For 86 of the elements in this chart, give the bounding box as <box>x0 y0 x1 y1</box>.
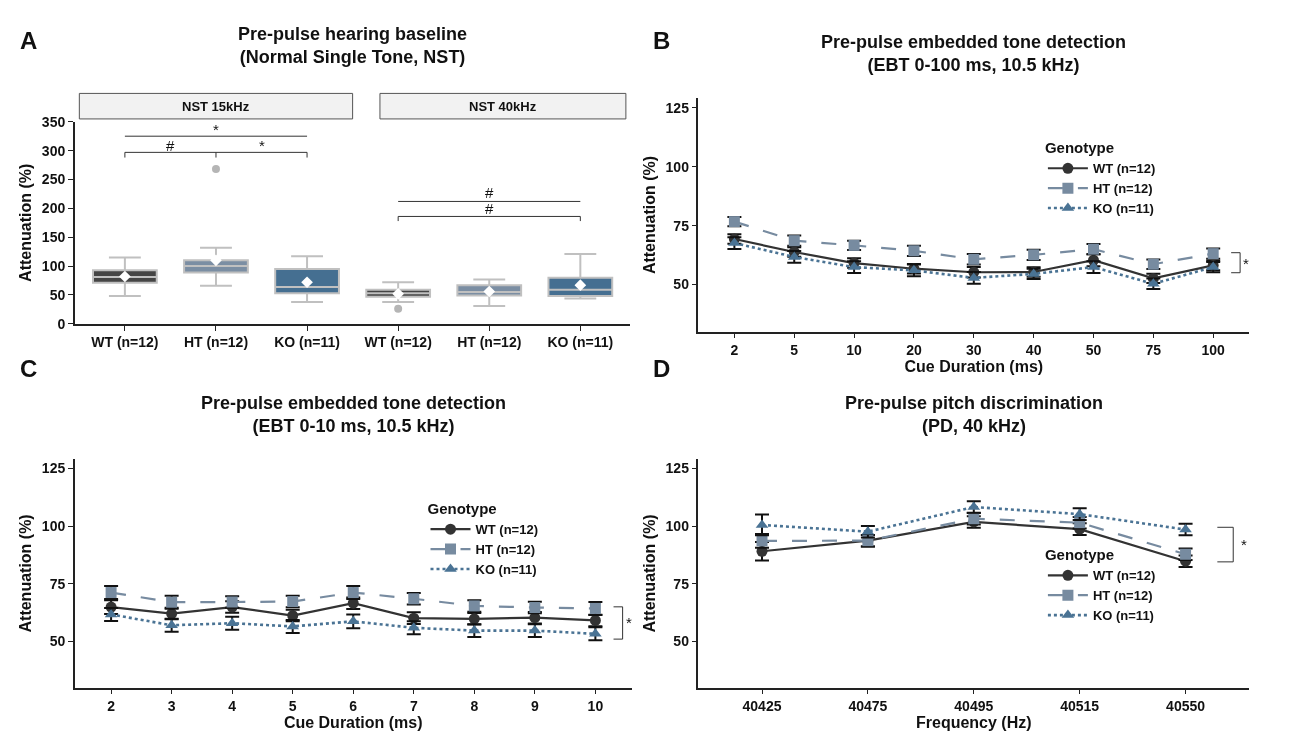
x-tick-label: 6 <box>349 698 358 715</box>
y-tick-label: 150 <box>41 229 66 246</box>
legend-title: Genotype <box>427 500 497 518</box>
y-tick-label: 75 <box>673 217 690 234</box>
x-tick-label: 4 <box>228 698 237 715</box>
y-tick-label: 100 <box>665 158 690 175</box>
annotation: * <box>626 614 632 631</box>
text: NST 40kHz <box>469 99 537 114</box>
x-tick-label: 40 <box>1025 342 1042 359</box>
y-tick-label: 125 <box>41 460 66 477</box>
y-tick-label: 0 <box>57 315 66 332</box>
y-tick-label: 75 <box>49 575 66 592</box>
legend-title: Genotype <box>1044 139 1115 157</box>
legend-label: KO (n=11) <box>1092 201 1154 217</box>
chart-title: Pre-pulse hearing baseline (Normal Single Tone, NST) <box>238 24 468 68</box>
chart-title: Pre-pulse pitch discrimination (PD, 40 kHz) <box>845 393 1104 437</box>
x-tick-label: 40475 <box>848 698 888 715</box>
y-tick-label: 50 <box>673 276 690 293</box>
text: D <box>653 355 671 382</box>
y-tick-label: 100 <box>41 518 66 535</box>
x-tick-label: 40495 <box>954 698 994 715</box>
x-axis-title: Cue Duration (ms) <box>904 358 1044 376</box>
x-tick-label: WT (n=12) <box>91 334 159 351</box>
annotation: # <box>485 184 494 201</box>
x-tick-label: 50 <box>1085 342 1102 359</box>
x-tick-label: 40550 <box>1166 698 1206 715</box>
x-tick-label: HT (n=12) <box>457 334 522 351</box>
x-tick-label: 20 <box>906 342 922 359</box>
y-tick-label: 300 <box>41 142 66 159</box>
x-axis-title: Frequency (Hz) <box>916 714 1032 732</box>
y-tick-label: 200 <box>41 200 66 217</box>
x-tick-label: 5 <box>288 698 297 715</box>
x-tick-label: 5 <box>790 342 799 359</box>
x-tick-label: 7 <box>409 698 418 715</box>
annotation: # <box>485 200 494 217</box>
x-tick-label: 2 <box>730 342 739 359</box>
legend-label: HT (n=12) <box>1092 181 1153 197</box>
y-tick-label: 125 <box>665 460 690 477</box>
legend-title: Genotype <box>1044 546 1115 564</box>
x-axis-title: Cue Duration (ms) <box>283 714 423 732</box>
y-tick-label: 250 <box>41 171 66 188</box>
x-tick-label: 75 <box>1145 342 1162 359</box>
annotation: * <box>1243 255 1249 272</box>
legend-label: HT (n=12) <box>1092 588 1153 604</box>
chart-title: Pre-pulse embedded tone detection (EBT 0-100 ms, 10.5 kHz) <box>821 32 1127 76</box>
x-tick-label: 2 <box>107 698 116 715</box>
x-tick-label: 30 <box>966 342 982 359</box>
y-tick-label: 50 <box>49 633 66 650</box>
x-tick-label: HT (n=12) <box>183 334 249 351</box>
y-tick-label: 350 <box>41 113 66 130</box>
legend-label: WT (n=12) <box>1092 161 1156 177</box>
x-tick-label: KO (n=11) <box>274 334 340 351</box>
legend-label: HT (n=12) <box>475 542 536 558</box>
chart-title: Pre-pulse embedded tone detection (EBT 0-10 ms, 10.5 kHz) <box>201 393 507 437</box>
y-axis-title: Attenuation (%) <box>17 514 35 633</box>
annotation: * <box>1241 536 1247 553</box>
y-tick-label: 125 <box>665 99 690 116</box>
y-tick-label: 50 <box>49 286 66 303</box>
annotation: * <box>259 137 265 154</box>
x-tick-label: KO (n=11) <box>547 334 614 351</box>
y-tick-label: 50 <box>673 633 690 650</box>
text: A <box>20 27 38 54</box>
text: C <box>20 355 38 382</box>
x-tick-label: 9 <box>530 698 539 715</box>
annotation: * <box>213 121 219 138</box>
x-tick-label: 40425 <box>742 698 782 715</box>
y-axis-title: Attenuation (%) <box>640 155 658 275</box>
legend-label: WT (n=12) <box>475 522 538 538</box>
x-tick-label: 10 <box>846 342 863 359</box>
x-tick-label: 3 <box>167 698 176 715</box>
x-tick-label: 100 <box>1201 342 1226 359</box>
y-tick-label: 100 <box>665 518 690 535</box>
legend-label: WT (n=12) <box>1092 568 1156 584</box>
x-tick-label: WT (n=12) <box>364 334 432 351</box>
annotation: # <box>166 137 175 154</box>
y-axis-title: Attenuation (%) <box>640 514 658 633</box>
x-tick-label: 10 <box>587 698 604 715</box>
y-tick-label: 100 <box>41 258 66 274</box>
text: NST 15kHz <box>182 99 250 114</box>
legend-label: KO (n=11) <box>1092 608 1154 624</box>
x-tick-label: 8 <box>470 698 479 715</box>
text: B <box>653 27 671 54</box>
y-axis-title: Attenuation (%) <box>17 163 35 282</box>
legend-label: KO (n=11) <box>475 562 537 578</box>
x-tick-label: 40515 <box>1060 698 1100 715</box>
y-tick-label: 75 <box>673 575 690 592</box>
